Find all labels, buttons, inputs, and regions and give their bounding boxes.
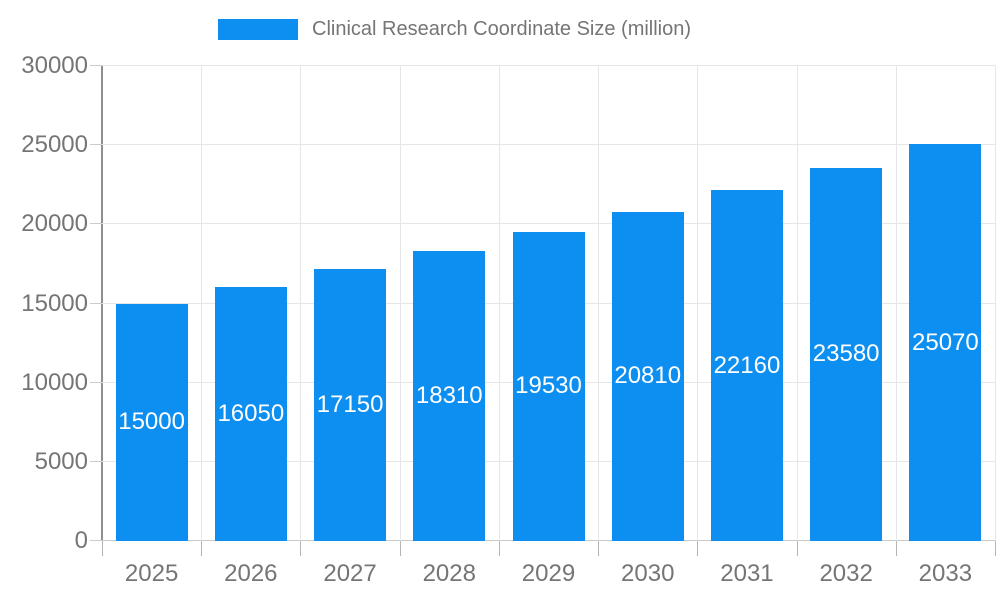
legend-swatch xyxy=(218,19,298,40)
h-gridline xyxy=(102,65,995,66)
x-tick xyxy=(697,541,699,556)
y-tick xyxy=(90,381,102,383)
bar-2030[interactable]: 20810 xyxy=(611,211,684,541)
bar-value-label: 25070 xyxy=(912,328,979,356)
bar-value-label: 20810 xyxy=(614,362,682,390)
x-tick-label: 2031 xyxy=(720,560,774,587)
plot-area: 15000 16050 17150 18310 19530 20810 22160 23580… xyxy=(90,65,996,556)
y-tick xyxy=(90,540,102,541)
x-tick-label: 2029 xyxy=(521,560,576,587)
x-tick-label: 2028 xyxy=(422,560,476,587)
y-tick-label: 5000 xyxy=(34,447,88,475)
y-tick xyxy=(90,460,102,462)
h-gridline xyxy=(102,144,995,146)
bar-value-label: 15000 xyxy=(118,408,185,436)
y-tick-label: 30000 xyxy=(21,52,88,79)
y-tick-label: 0 xyxy=(74,527,88,554)
x-tick-label: 2030 xyxy=(621,560,675,587)
bar-value-label: 16050 xyxy=(217,399,285,427)
bar-2026[interactable]: 16050 xyxy=(214,286,287,541)
x-tick xyxy=(399,541,401,556)
bar-2029[interactable]: 19530 xyxy=(512,231,585,541)
y-tick-label: 10000 xyxy=(21,368,88,396)
x-axis-labels: 2025 2026 2027 2028 2029 2030 2031 2032 2033 xyxy=(102,558,995,590)
v-gridline xyxy=(697,66,699,541)
legend-label: Clinical Research Coordinate Size (milli… xyxy=(312,18,692,40)
x-tick xyxy=(598,541,600,556)
x-tick xyxy=(201,541,203,556)
bar-value-label: 23580 xyxy=(812,340,880,368)
x-tick-label: 2027 xyxy=(323,560,377,587)
y-tick xyxy=(90,223,102,225)
bar-value-label: 18310 xyxy=(415,382,483,410)
v-gridline xyxy=(995,66,996,541)
x-tick xyxy=(102,541,103,556)
bar-value-label: 22160 xyxy=(713,351,781,379)
x-tick-label: 2025 xyxy=(124,560,179,587)
y-tick-label: 15000 xyxy=(21,289,88,317)
bar-2025[interactable]: 15000 xyxy=(115,303,188,541)
bar-value-label: 17150 xyxy=(316,391,384,419)
bar-2033[interactable]: 25070 xyxy=(909,144,982,541)
v-gridline xyxy=(300,66,302,541)
bar-2031[interactable]: 22160 xyxy=(710,190,783,541)
y-axis-line xyxy=(101,66,103,541)
bar-value-label: 19530 xyxy=(515,372,582,400)
y-tick xyxy=(90,302,102,304)
v-gridline xyxy=(598,66,600,541)
x-tick xyxy=(796,541,798,556)
chart-legend: Clinical Research Coordinate Size (milli… xyxy=(218,18,691,41)
bar-2028[interactable]: 18310 xyxy=(413,251,486,541)
h-gridline xyxy=(102,223,995,225)
x-tick-label: 2026 xyxy=(224,560,278,587)
x-tick xyxy=(300,541,302,556)
x-tick xyxy=(498,541,500,556)
y-tick-label: 25000 xyxy=(21,131,88,159)
bar-2027[interactable]: 17150 xyxy=(314,269,387,541)
x-tick-label: 2033 xyxy=(918,560,973,587)
v-gridline xyxy=(796,66,798,541)
y-tick xyxy=(90,144,102,146)
v-gridline xyxy=(399,66,401,541)
bar-2032[interactable]: 23580 xyxy=(810,167,883,541)
y-axis-labels: 0 5000 10000 15000 20000 25000 30000 xyxy=(0,54,88,553)
v-gridline xyxy=(498,66,500,541)
y-tick xyxy=(90,65,102,66)
y-tick-label: 20000 xyxy=(21,210,88,238)
x-tick xyxy=(895,541,897,556)
x-tick-label: 2032 xyxy=(819,560,873,587)
v-gridline xyxy=(895,66,897,541)
v-gridline xyxy=(201,66,203,541)
x-tick xyxy=(995,541,996,556)
